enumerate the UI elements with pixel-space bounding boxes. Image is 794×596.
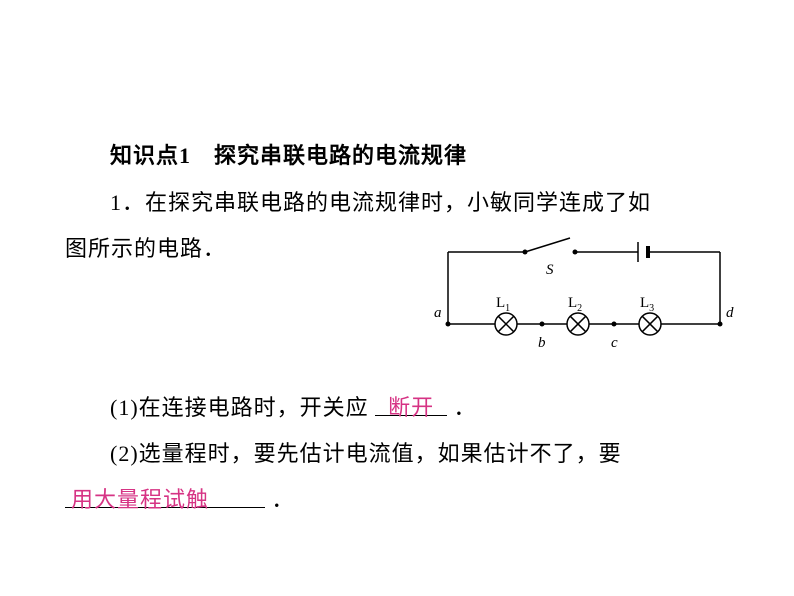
switch-label: S: [546, 262, 554, 278]
knowledge-point-heading: 知识点1 探究串联电路的电流规律: [110, 138, 467, 173]
circuit-diagram: S a b c d L1 L2 L3: [430, 228, 740, 368]
stem-line-2: 图所示的电路．: [65, 231, 226, 266]
node-a-dot: [446, 322, 451, 327]
node-b-dot: [540, 322, 545, 327]
q1-prefix: (1)在连接电路时，开关应: [110, 395, 369, 420]
node-c-label: c: [611, 335, 618, 351]
q2-blank: 用大量程试触: [65, 482, 265, 508]
q1-suffix: ．: [454, 395, 477, 420]
q1-line: (1)在连接电路时，开关应 断开 ．: [110, 390, 477, 425]
node-d-label: d: [726, 305, 734, 321]
q2-prefix: (2)选量程时，要先估计电流值，如果估计不了，要: [110, 436, 622, 471]
l1-label: L1: [496, 295, 510, 314]
stem-line-1: 1．在探究串联电路的电流规律时，小敏同学连成了如: [110, 185, 651, 220]
node-b-label: b: [538, 335, 546, 351]
l3-label: L3: [640, 295, 654, 314]
q2-answer: 用大量程试触: [71, 487, 209, 512]
q1-blank: 断开: [375, 390, 447, 416]
node-a-label: a: [434, 305, 442, 321]
l2-label: L2: [568, 295, 582, 314]
node-d-dot: [718, 322, 723, 327]
q1-answer: 断开: [388, 395, 434, 420]
q2-line2: 用大量程试触 ．: [65, 482, 295, 517]
q2-suffix: ．: [272, 487, 295, 512]
node-c-dot: [612, 322, 617, 327]
page: 知识点1 探究串联电路的电流规律 1．在探究串联电路的电流规律时，小敏同学连成了…: [0, 0, 794, 596]
